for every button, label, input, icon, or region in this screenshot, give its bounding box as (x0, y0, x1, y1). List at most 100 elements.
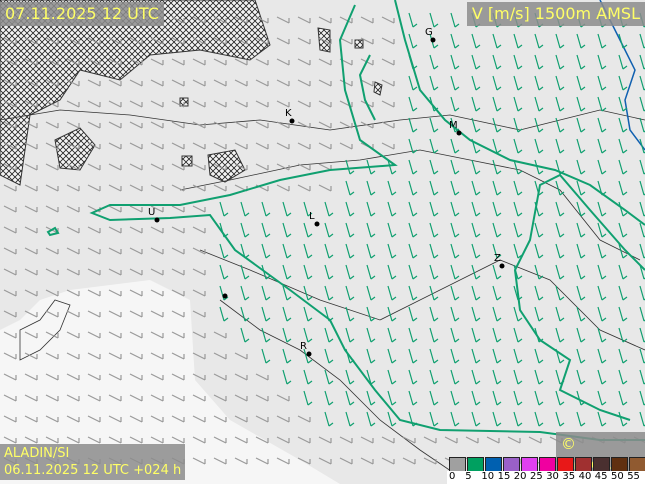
wind-barb (303, 222, 313, 238)
wind-barb (66, 226, 80, 234)
wind-barb (408, 348, 418, 364)
wind-barb (450, 390, 460, 406)
legend-tick: 40 (578, 471, 592, 482)
wind-barb (303, 348, 313, 364)
wind-barb (3, 394, 17, 402)
wind-barb (66, 100, 80, 108)
wind-barb (129, 415, 143, 423)
wind-barb (471, 180, 481, 196)
wind-barb (219, 201, 229, 217)
wind-barb (219, 306, 229, 322)
wind-barb (534, 390, 544, 406)
wind-barb (150, 205, 164, 213)
wind-barb (492, 243, 502, 259)
wind-barb (3, 184, 17, 192)
wind-barb (192, 121, 206, 129)
wind-barb (381, 142, 395, 150)
wind-barb (471, 96, 481, 112)
wind-barb (597, 243, 607, 259)
wind-barb (87, 121, 101, 129)
wind-barb (24, 205, 38, 213)
wind-barb (240, 285, 250, 301)
wind-barb (234, 37, 248, 45)
wind-barb (534, 117, 544, 133)
wind-barb (555, 54, 565, 70)
wind-barb (150, 373, 164, 381)
wind-barb (171, 121, 185, 129)
wind-barb (492, 369, 502, 385)
wind-barb (45, 184, 59, 192)
model-info: ALADIN/SI 06.11.2025 12 UTC +024 h (0, 444, 186, 480)
wind-barb (282, 306, 292, 322)
wind-barb (534, 306, 544, 322)
wind-barb (345, 201, 355, 217)
wind-barb (108, 415, 122, 423)
wind-barb (528, 436, 542, 444)
wind-barb (423, 457, 437, 465)
wind-barb (255, 415, 269, 423)
wind-barb (261, 327, 271, 343)
wind-barb (618, 222, 628, 238)
wind-barb (45, 352, 59, 360)
wind-barb (324, 243, 334, 259)
wind-barb (45, 310, 59, 318)
wind-barb (318, 436, 332, 444)
wind-barb (318, 16, 332, 24)
wind-barb (576, 285, 586, 301)
wind-barb (339, 121, 353, 129)
wind-barb (66, 163, 80, 171)
wind-barb (108, 310, 122, 318)
wind-barb (192, 352, 206, 360)
wind-barb (618, 306, 628, 322)
wind-barb (387, 348, 397, 364)
wind-barb (297, 58, 311, 66)
wind-barb (513, 138, 523, 154)
wind-barb (171, 394, 185, 402)
wind-barb (534, 285, 544, 301)
wind-barb (471, 369, 481, 385)
wind-barb (492, 222, 502, 238)
wind-barb (261, 348, 271, 364)
wind-barb (192, 247, 206, 255)
wind-barb (171, 436, 185, 444)
wind-barb (3, 331, 17, 339)
wind-barb (87, 184, 101, 192)
wind-barb (387, 201, 397, 217)
wind-barb (129, 58, 143, 66)
wind-barb (492, 138, 502, 154)
wind-barb (471, 222, 481, 238)
wind-barb (108, 142, 122, 150)
wind-barb (381, 100, 395, 108)
wind-barb (150, 352, 164, 360)
wind-barb (282, 348, 292, 364)
wind-barb (150, 289, 164, 297)
wind-barb (387, 306, 397, 322)
wind-barb (471, 264, 481, 280)
wind-barb (3, 121, 17, 129)
wind-barb (450, 201, 460, 217)
wind-barb (513, 159, 523, 175)
wind-barb (387, 180, 397, 196)
wind-barb (108, 163, 122, 171)
wind-barb (3, 373, 17, 381)
legend-tick: 25 (530, 471, 543, 482)
wind-barb (324, 390, 334, 406)
wind-barb (129, 100, 143, 108)
wind-barb (408, 75, 418, 91)
wind-barb (45, 121, 59, 129)
wind-barb (66, 436, 80, 444)
wind-barb (213, 58, 227, 66)
city-label: G (425, 27, 433, 38)
wind-barb (492, 390, 502, 406)
wind-barb (345, 306, 355, 322)
wind-barb (339, 142, 353, 150)
wind-barb (261, 222, 271, 238)
wind-barb (24, 247, 38, 255)
wind-barb (108, 289, 122, 297)
wind-barb (513, 54, 523, 70)
wind-barb (276, 457, 290, 465)
wind-barb (324, 327, 334, 343)
wind-barb (345, 243, 355, 259)
wind-barb (276, 415, 290, 423)
wind-barb (555, 327, 565, 343)
